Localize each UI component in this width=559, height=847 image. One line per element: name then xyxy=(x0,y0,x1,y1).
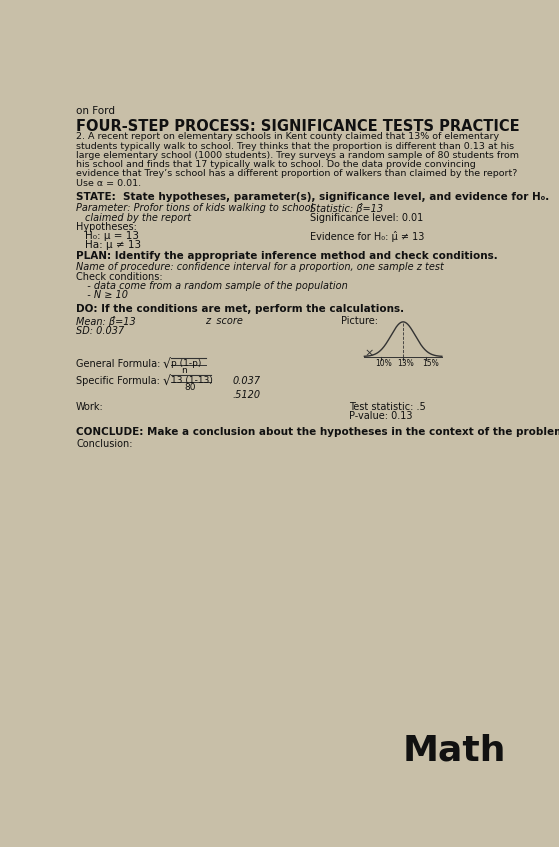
Text: Name of procedure: confidence interval for a proportion, one sample z test: Name of procedure: confidence interval f… xyxy=(76,262,444,272)
Text: DO: If the conditions are met, perform the calculations.: DO: If the conditions are met, perform t… xyxy=(76,304,404,314)
Text: Specific Formula:: Specific Formula: xyxy=(76,376,160,385)
Text: Mean: β̂=13: Mean: β̂=13 xyxy=(76,316,136,327)
Text: 10%: 10% xyxy=(375,359,392,368)
Text: STATE:  State hypotheses, parameter(s), significance level, and evidence for H₀.: STATE: State hypotheses, parameter(s), s… xyxy=(76,192,549,202)
Text: Significance level: 0.01: Significance level: 0.01 xyxy=(310,213,423,223)
Text: Check conditions:: Check conditions: xyxy=(76,272,163,282)
Text: evidence that Trey’s school has a different proportion of walkers than claimed b: evidence that Trey’s school has a differ… xyxy=(76,169,518,179)
Text: Ha: μ ≠ 13: Ha: μ ≠ 13 xyxy=(86,241,141,250)
Text: students typically walk to school. Trey thinks that the proportion is different : students typically walk to school. Trey … xyxy=(76,141,514,151)
Text: 2. A recent report on elementary schools in Kent county claimed that 13% of elem: 2. A recent report on elementary schools… xyxy=(76,132,499,141)
Text: 13%: 13% xyxy=(397,359,414,368)
Text: √: √ xyxy=(163,375,171,388)
Text: ×: × xyxy=(364,349,374,359)
Text: large elementary school (1000 students). Trey surveys a random sample of 80 stud: large elementary school (1000 students).… xyxy=(76,151,519,160)
Text: PLAN: Identify the appropriate inference method and check conditions.: PLAN: Identify the appropriate inference… xyxy=(76,251,498,261)
Text: P-value: 0.13: P-value: 0.13 xyxy=(349,411,413,421)
Text: CONCLUDE: Make a conclusion about the hypotheses in the context of the problem.: CONCLUDE: Make a conclusion about the hy… xyxy=(76,427,559,436)
Text: Evidence for H₀: μ̂ ≠ 13: Evidence for H₀: μ̂ ≠ 13 xyxy=(310,231,424,242)
Text: n: n xyxy=(182,366,187,374)
Text: Conclusion:: Conclusion: xyxy=(76,439,132,449)
Text: Math: Math xyxy=(403,733,506,767)
Text: FOUR-STEP PROCESS: SIGNIFICANCE TESTS PRACTICE: FOUR-STEP PROCESS: SIGNIFICANCE TESTS PR… xyxy=(76,119,520,134)
Text: his school and finds that 17 typically walk to school. Do the data provide convi: his school and finds that 17 typically w… xyxy=(76,160,476,169)
Text: 0.037: 0.037 xyxy=(233,376,260,385)
Text: p (1-p): p (1-p) xyxy=(172,359,202,368)
Text: General Formula:: General Formula: xyxy=(76,359,160,368)
Text: Picture:: Picture: xyxy=(341,316,378,326)
Text: Test statistic: .5: Test statistic: .5 xyxy=(349,402,425,412)
Text: Statistic: β̂=13: Statistic: β̂=13 xyxy=(310,203,383,214)
Text: - N ≥ 10: - N ≥ 10 xyxy=(80,291,127,301)
Text: √: √ xyxy=(163,358,171,371)
Text: z  score: z score xyxy=(206,316,243,326)
Text: H₀: μ = 13: H₀: μ = 13 xyxy=(86,231,139,241)
Text: .5120: .5120 xyxy=(233,390,260,400)
Text: claimed by the report: claimed by the report xyxy=(86,213,192,223)
Text: on Ford: on Ford xyxy=(76,106,115,116)
Text: Use α = 0.01.: Use α = 0.01. xyxy=(76,179,141,188)
Text: Work:: Work: xyxy=(76,402,104,412)
Text: Parameter: Profor tions of kids walking to school: Parameter: Profor tions of kids walking … xyxy=(76,203,314,213)
Text: - data come from a random sample of the population: - data come from a random sample of the … xyxy=(80,281,348,291)
Text: 13 (1-13): 13 (1-13) xyxy=(172,376,214,385)
Text: 80: 80 xyxy=(184,383,196,391)
Text: 15%: 15% xyxy=(423,359,439,368)
Text: Hypotheses:: Hypotheses: xyxy=(76,222,137,232)
Text: SD: 0.037: SD: 0.037 xyxy=(76,326,124,336)
